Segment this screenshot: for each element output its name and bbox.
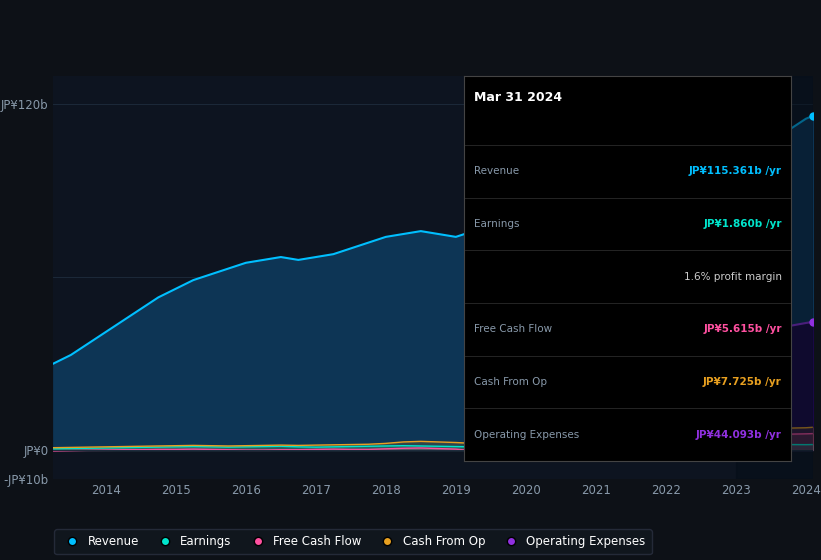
Legend: Revenue, Earnings, Free Cash Flow, Cash From Op, Operating Expenses: Revenue, Earnings, Free Cash Flow, Cash … <box>54 529 652 554</box>
Text: Revenue: Revenue <box>474 166 519 176</box>
Text: JP¥1.860b /yr: JP¥1.860b /yr <box>703 219 782 229</box>
Text: JP¥44.093b /yr: JP¥44.093b /yr <box>695 430 782 440</box>
Text: Free Cash Flow: Free Cash Flow <box>474 324 552 334</box>
Text: JP¥7.725b /yr: JP¥7.725b /yr <box>703 377 782 387</box>
Bar <box>736 76 813 479</box>
Text: 1.6% profit margin: 1.6% profit margin <box>684 272 782 282</box>
Text: JP¥5.615b /yr: JP¥5.615b /yr <box>703 324 782 334</box>
Text: Earnings: Earnings <box>474 219 519 229</box>
Text: Operating Expenses: Operating Expenses <box>474 430 579 440</box>
Text: JP¥115.361b /yr: JP¥115.361b /yr <box>689 166 782 176</box>
Text: Mar 31 2024: Mar 31 2024 <box>474 91 562 104</box>
Text: Cash From Op: Cash From Op <box>474 377 547 387</box>
